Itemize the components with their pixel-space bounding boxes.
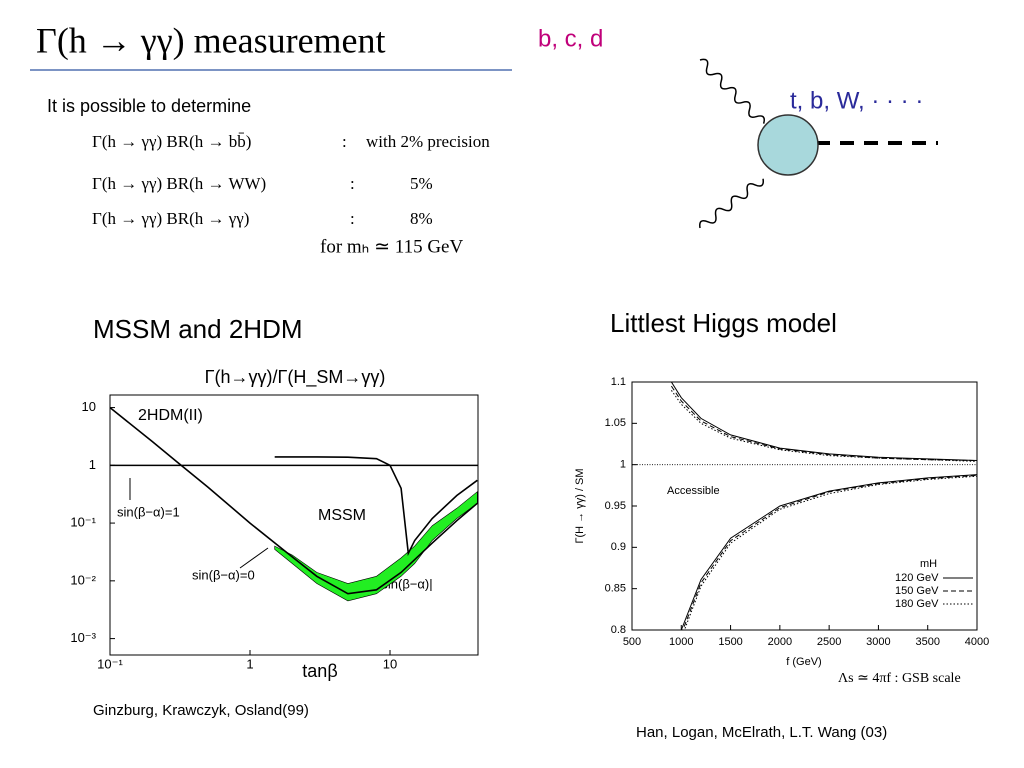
legend-label: 150 GeV (895, 585, 939, 597)
band-area (274, 491, 478, 602)
row-quantity: Γ(h → γγ) BR(h → γγ) (92, 209, 249, 228)
y-tick-label: 10⁻¹ (70, 515, 96, 530)
legend-title: mH (920, 558, 937, 570)
left-credit: Ginzburg, Krawczyk, Osland(99) (93, 702, 309, 719)
legend-label: 120 GeV (895, 572, 939, 584)
x-tick-label: 10⁻¹ (97, 656, 123, 671)
right-heading: Littlest Higgs model (610, 308, 837, 338)
row-precision: 5% (410, 174, 433, 193)
y-tick-label: 10⁻² (70, 572, 96, 587)
y-tick-label: 1 (89, 457, 96, 472)
plot-frame (109, 394, 479, 656)
series-line (274, 456, 478, 557)
y-tick-label: 1.1 (611, 376, 626, 388)
row-sep: : (350, 174, 355, 193)
y-tick-label: 0.9 (611, 541, 626, 553)
slide-title: Γ(h → γγ) measurement (36, 20, 386, 60)
y-tick-label: 1 (620, 459, 626, 471)
annotation: sin(β−α)=0 (192, 567, 255, 582)
photon-line (699, 178, 765, 229)
series-line (682, 474, 977, 630)
x-tick-label: 1500 (718, 636, 742, 648)
x-tick-label: 3000 (866, 636, 890, 648)
plot-area (632, 382, 977, 630)
x-axis-label: f (GeV) (786, 656, 821, 668)
series-line (683, 475, 977, 630)
x-tick-label: 1 (246, 656, 253, 671)
annotation: MSSM (318, 507, 366, 524)
x-tick-label: 3500 (915, 636, 939, 648)
x-axis-label: tanβ (302, 661, 337, 681)
annotation-arrow (239, 547, 269, 569)
x-tick-label: 500 (623, 636, 641, 648)
series-line (110, 406, 478, 595)
tag: b, c, d (538, 25, 603, 52)
row-quantity: Γ(h → γγ) BR(h → WW) (92, 174, 266, 193)
x-tick-label: 2500 (817, 636, 841, 648)
y-tick-label: 1.05 (605, 417, 626, 429)
y-tick-label: 0.8 (611, 624, 626, 636)
row-precision: 8% (410, 209, 433, 228)
condition: for mₕ ≃ 115 GeV (320, 236, 463, 257)
annotation: sin(β−α)=1 (117, 504, 180, 519)
right-credit: Han, Logan, McElrath, L.T. Wang (03) (636, 724, 887, 741)
row-sep: : (342, 132, 347, 151)
y-tick-label: 10 (82, 399, 96, 414)
chart-title: Γ(h→γγ)/Γ(H_SM→γγ) (205, 367, 386, 388)
annotation: Accessible (667, 485, 720, 497)
x-tick-label: 4000 (965, 636, 989, 648)
photon-line (699, 58, 766, 124)
loop-blob (757, 114, 819, 176)
series-line (670, 382, 977, 461)
series-line (680, 474, 977, 630)
y-tick-label: 0.85 (605, 583, 626, 595)
feynman-diagram (699, 58, 938, 229)
x-tick-label: 1000 (669, 636, 693, 648)
row-sep: : (350, 209, 355, 228)
intro: It is possible to determine (47, 96, 251, 116)
y-tick-label: 0.95 (605, 500, 626, 512)
annotation: 2HDM(II) (138, 407, 203, 424)
right-note: Λs ≃ 4πf : GSB scale (838, 671, 961, 686)
x-tick-label: 2000 (768, 636, 792, 648)
row-precision: with 2% precision (366, 132, 490, 151)
series-line (670, 390, 977, 462)
diagram-label: t, b, W, · · · · (790, 87, 923, 114)
left-heading: MSSM and 2HDM (93, 314, 303, 344)
y-axis-label: Γ(H → γγ) / SM (574, 468, 586, 543)
y-tick-label: 10⁻³ (70, 630, 96, 645)
legend-label: 180 GeV (895, 598, 939, 610)
plot-area (110, 406, 478, 602)
series-line (670, 385, 977, 461)
x-tick-label: 10 (383, 656, 397, 671)
row-quantity: Γ(h → γγ) BR(h → bb̄) (92, 132, 251, 151)
